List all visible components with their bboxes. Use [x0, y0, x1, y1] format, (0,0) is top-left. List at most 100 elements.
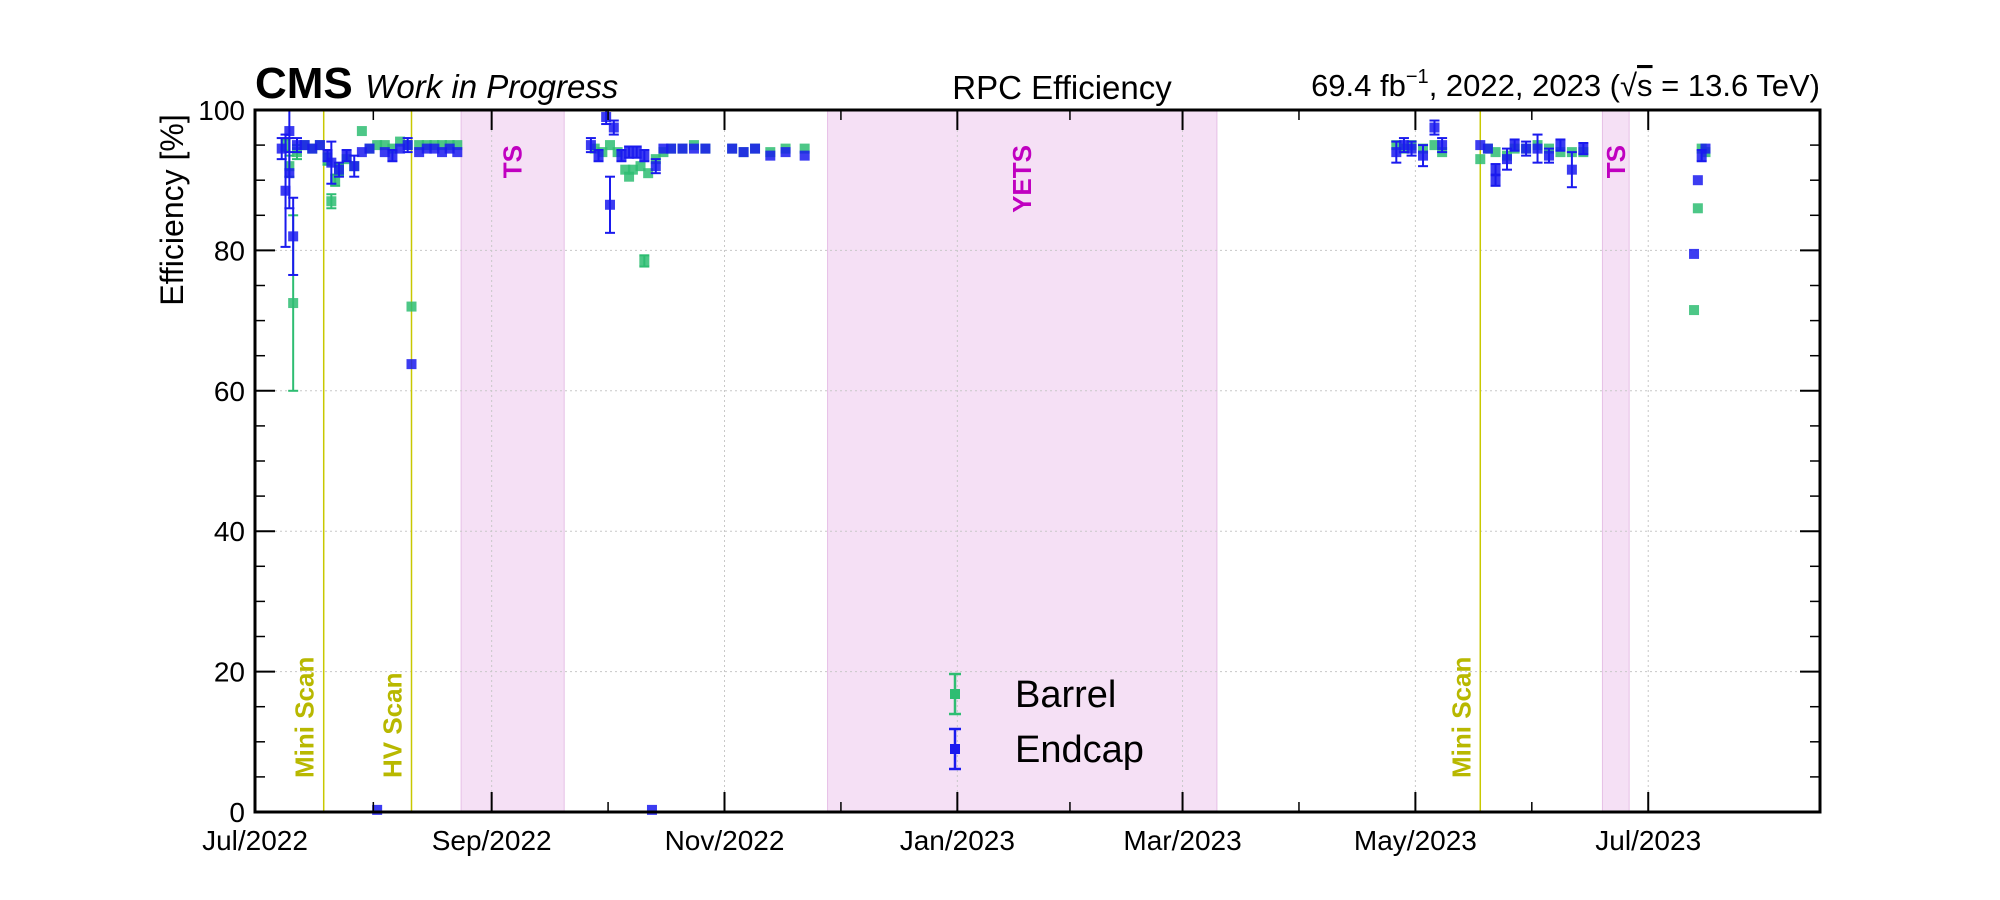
point-marker — [330, 175, 341, 186]
data-point — [1532, 133, 1543, 164]
data-point — [1391, 140, 1402, 164]
point-marker — [639, 150, 650, 161]
y-tick-label: 60 — [214, 376, 245, 407]
y-tick-label: 80 — [214, 235, 245, 266]
point-marker — [406, 359, 417, 370]
point-marker — [677, 143, 688, 154]
x-tick-label: Sep/2022 — [432, 825, 552, 856]
x-tick-label: Nov/2022 — [665, 825, 785, 856]
header-left: CMS Work in Progress — [255, 59, 618, 108]
lumi-value: 69.4 fb — [1311, 68, 1406, 103]
lumi-years: , 2022, 2023 ( — [1429, 68, 1621, 103]
point-marker — [601, 112, 612, 123]
point-marker — [738, 147, 749, 158]
data-point — [677, 143, 688, 154]
point-marker — [650, 161, 661, 172]
point-marker — [307, 143, 318, 154]
scan-lines — [322, 110, 1482, 812]
legend-endcap-marker — [949, 727, 961, 771]
data-point — [646, 804, 657, 815]
point-marker — [387, 143, 398, 154]
data-point — [1555, 138, 1566, 152]
point-marker — [1696, 150, 1707, 161]
data-point — [1566, 151, 1577, 189]
y-tick-label: 20 — [214, 657, 245, 688]
data-point — [406, 359, 417, 370]
point-marker — [1475, 140, 1486, 151]
series-endcap — [276, 109, 1711, 815]
point-marker — [1429, 140, 1440, 151]
point-marker — [1521, 143, 1532, 154]
point-marker — [639, 255, 650, 266]
point-marker — [356, 126, 367, 137]
point-marker — [452, 147, 463, 158]
point-marker — [299, 140, 310, 151]
x-tick-label: May/2023 — [1354, 825, 1477, 856]
status-label: Work in Progress — [365, 68, 618, 105]
data-point — [437, 140, 448, 151]
data-point — [395, 136, 406, 147]
point-marker — [1502, 154, 1512, 165]
point-marker — [280, 185, 291, 196]
data-point — [379, 140, 390, 151]
point-marker — [1429, 122, 1440, 133]
point-marker — [1475, 154, 1486, 165]
data-point — [639, 149, 650, 163]
lumi-label: 69.4 fb−1, 2022, 2023 (√s = 13.6 TeV) — [1311, 66, 1820, 103]
data-point — [372, 804, 383, 815]
data-point — [608, 119, 619, 136]
legend-barrel-label: Barrel — [1015, 674, 1116, 716]
data-points — [276, 109, 1711, 815]
point-marker — [372, 140, 383, 151]
band-yets — [827, 109, 1218, 813]
data-point — [639, 254, 650, 268]
data-point — [387, 143, 398, 154]
lumi-exponent: −1 — [1406, 66, 1429, 88]
data-point — [780, 147, 791, 158]
sqrt-symbol: √ — [1620, 68, 1637, 103]
point-marker — [688, 143, 699, 154]
point-marker — [1406, 143, 1417, 154]
point-marker — [333, 164, 344, 175]
point-marker — [700, 143, 711, 154]
data-point — [658, 143, 669, 154]
point-marker — [1692, 203, 1703, 214]
data-point — [1406, 140, 1417, 157]
data-point — [799, 150, 810, 161]
data-point — [1429, 119, 1440, 136]
point-marker — [658, 143, 669, 154]
point-marker — [326, 196, 337, 207]
grid — [255, 110, 1820, 812]
point-marker — [620, 164, 631, 175]
band-ts — [460, 109, 565, 813]
point-marker — [349, 161, 360, 172]
data-point — [349, 154, 360, 178]
data-point — [1475, 140, 1486, 151]
y-tick-label: 40 — [214, 516, 245, 547]
point-marker — [406, 301, 417, 312]
sqrt-s: s — [1637, 68, 1653, 103]
point-marker — [414, 140, 425, 151]
data-point — [414, 147, 425, 158]
data-point — [1689, 248, 1700, 259]
x-tick-label: Mar/2023 — [1123, 825, 1241, 856]
data-point — [1490, 147, 1501, 158]
data-point — [1578, 141, 1589, 156]
point-marker — [414, 147, 425, 158]
legend: Barrel Endcap — [949, 672, 1144, 771]
scan-label: HV Scan — [378, 673, 408, 779]
point-marker — [1543, 150, 1554, 161]
ticks: 0 20 40 60 80 100 Jul/2022 Sep/2022 Nov/2022 Jan/… — [198, 95, 1820, 856]
point-marker — [1689, 305, 1700, 316]
data-point — [452, 140, 463, 151]
energy-label: = 13.6 TeV) — [1653, 68, 1820, 103]
data-point — [593, 149, 604, 163]
data-point — [799, 143, 810, 154]
y-axis-label: Efficiency [%] — [154, 114, 190, 305]
data-point — [750, 143, 761, 154]
data-point — [356, 147, 367, 158]
data-point — [688, 143, 699, 154]
point-marker — [666, 143, 677, 154]
x-tick-label: Jul/2022 — [202, 825, 308, 856]
